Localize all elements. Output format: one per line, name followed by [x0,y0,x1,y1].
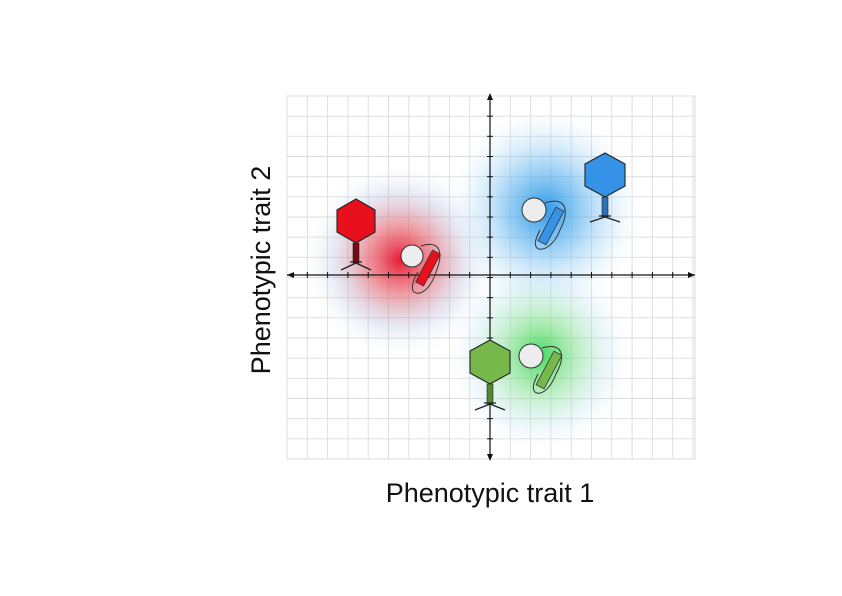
red-group [336,198,441,294]
host-cell [521,197,547,223]
host-cell [518,343,544,369]
phage-legs [474,402,506,411]
y-axis-label: Phenotypic trait 2 [246,166,276,375]
bacterium-with-plasmid-icon [521,197,566,250]
plasmid-loop [534,200,566,250]
bacteriophage-icon [336,198,376,271]
green-group [469,339,563,411]
phage-tail [601,196,609,218]
phage-tail [486,383,494,405]
plasmid-bar [537,206,565,246]
plasmid-loop [411,244,441,294]
phage-legs [340,261,372,271]
host-cell [400,244,424,268]
blue-group [521,152,626,250]
bacteriophage-icon [469,339,511,411]
x-axis-arrow-right [688,272,695,278]
bacterium-with-plasmid-icon [518,343,563,394]
plasmid-bar [535,350,563,390]
y-axis-arrow-bottom [487,454,493,461]
plasmid-loop [532,346,562,394]
y-axis-arrow-top [487,93,493,100]
phage-legs [589,215,621,223]
phage-tail [352,242,360,264]
bacterium-with-plasmid-icon [400,244,441,294]
x-axis-label: Phenotypic trait 1 [386,478,595,508]
x-axis-arrow-left [287,272,294,278]
plasmid-bar [415,249,441,287]
bacteriophage-icon [584,152,626,223]
